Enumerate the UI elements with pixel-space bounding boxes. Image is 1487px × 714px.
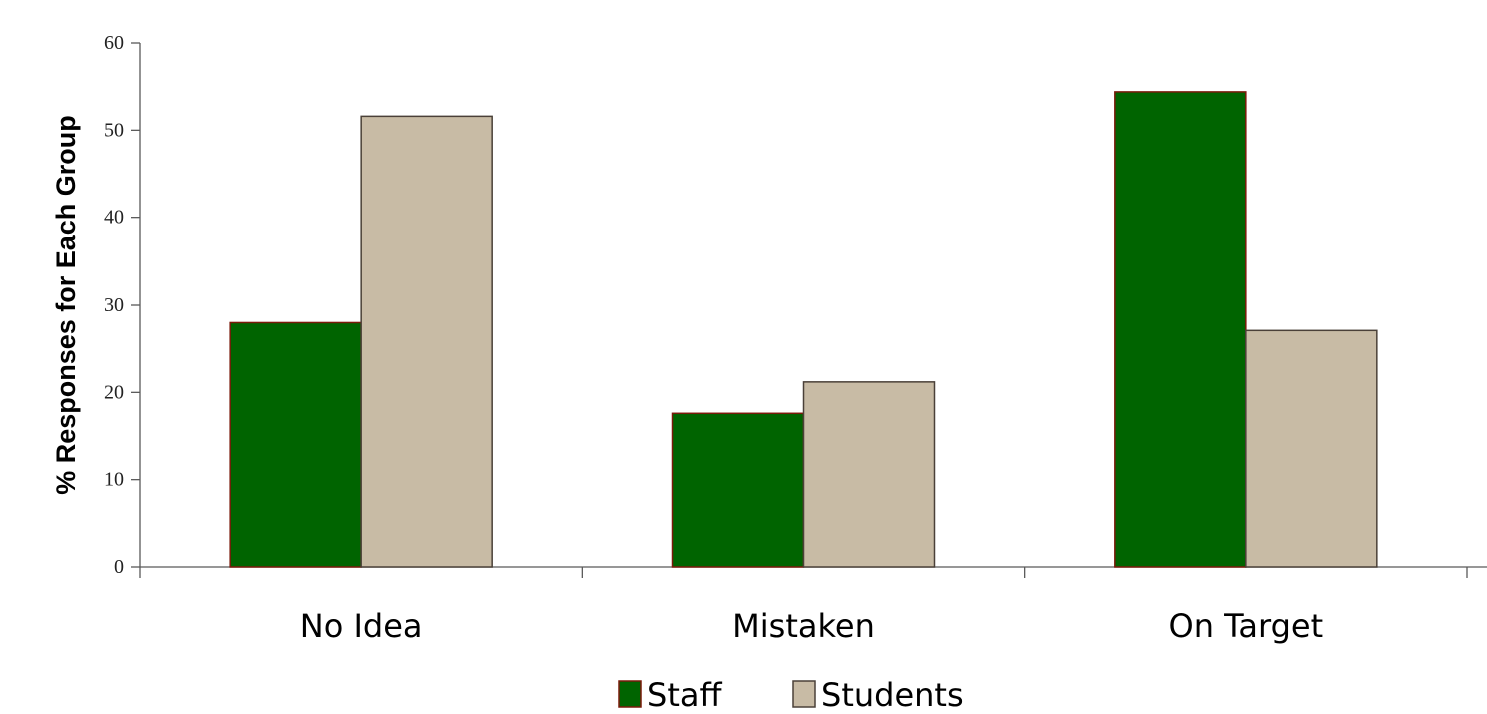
bar-staff-mistaken bbox=[671, 412, 805, 568]
legend-swatch-students bbox=[792, 680, 816, 708]
y-tick-label: 40 bbox=[104, 207, 124, 229]
bar-staff-no-idea bbox=[229, 321, 362, 568]
legend: Staff Students bbox=[618, 676, 964, 714]
bar-students-on-target bbox=[1245, 329, 1378, 568]
y-tick-label: 60 bbox=[104, 32, 124, 54]
bars bbox=[229, 91, 1378, 568]
y-tick-label: 20 bbox=[104, 381, 124, 403]
y-tick-label: 10 bbox=[104, 469, 124, 491]
y-tick-label: 50 bbox=[104, 119, 124, 141]
x-category-label: Mistaken bbox=[732, 607, 875, 645]
x-axis bbox=[139, 566, 1487, 578]
legend-label-staff: Staff bbox=[647, 676, 722, 714]
legend-swatch-staff bbox=[618, 680, 642, 708]
bar-students-mistaken bbox=[802, 381, 936, 568]
y-axis: 0 10 20 30 40 50 60 bbox=[104, 32, 141, 578]
x-category-label: On Target bbox=[1169, 607, 1324, 645]
y-tick-label: 30 bbox=[104, 294, 124, 316]
category-labels: No Idea Mistaken On Target bbox=[300, 607, 1323, 645]
bar-staff-on-target bbox=[1114, 91, 1247, 568]
x-category-label: No Idea bbox=[300, 607, 423, 645]
legend-label-students: Students bbox=[821, 676, 964, 714]
bar-students-no-idea bbox=[360, 115, 493, 568]
y-axis-label: % Responses for Each Group bbox=[51, 115, 81, 495]
y-tick-label: 0 bbox=[114, 556, 124, 578]
